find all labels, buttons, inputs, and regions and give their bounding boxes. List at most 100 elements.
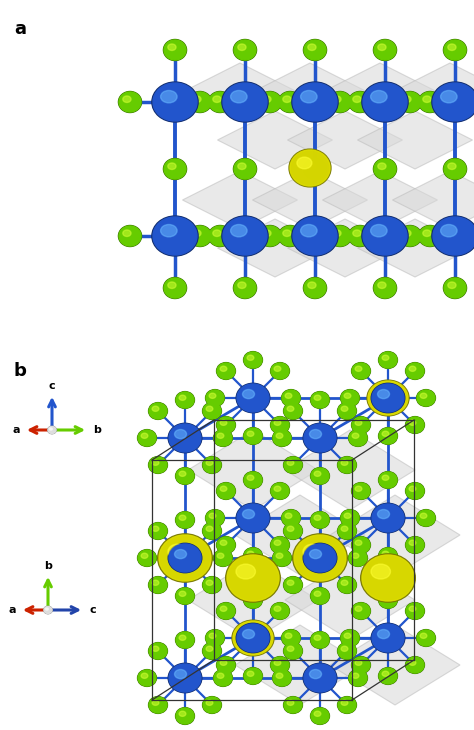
Ellipse shape xyxy=(352,657,370,673)
Ellipse shape xyxy=(244,352,263,369)
Ellipse shape xyxy=(271,602,290,619)
Ellipse shape xyxy=(285,513,292,518)
Ellipse shape xyxy=(285,633,292,638)
Ellipse shape xyxy=(314,711,321,716)
Ellipse shape xyxy=(362,555,414,601)
Ellipse shape xyxy=(148,696,167,713)
Ellipse shape xyxy=(371,91,387,103)
Ellipse shape xyxy=(444,159,466,179)
Ellipse shape xyxy=(148,403,167,420)
Ellipse shape xyxy=(362,216,408,256)
Ellipse shape xyxy=(337,696,356,713)
Ellipse shape xyxy=(271,483,289,499)
Ellipse shape xyxy=(164,159,186,179)
Ellipse shape xyxy=(152,646,159,651)
Ellipse shape xyxy=(271,483,290,499)
Ellipse shape xyxy=(433,217,474,255)
Ellipse shape xyxy=(148,456,167,473)
Ellipse shape xyxy=(444,40,466,60)
Ellipse shape xyxy=(217,417,236,434)
Ellipse shape xyxy=(348,91,372,112)
Ellipse shape xyxy=(372,384,404,412)
Polygon shape xyxy=(253,171,367,229)
Ellipse shape xyxy=(419,92,441,112)
Ellipse shape xyxy=(176,468,194,484)
Ellipse shape xyxy=(247,475,254,480)
Ellipse shape xyxy=(352,537,370,553)
Ellipse shape xyxy=(175,707,194,724)
Ellipse shape xyxy=(118,91,142,112)
Ellipse shape xyxy=(238,44,246,50)
Ellipse shape xyxy=(371,623,405,653)
Ellipse shape xyxy=(448,163,456,169)
Ellipse shape xyxy=(244,668,262,684)
Ellipse shape xyxy=(287,580,294,585)
Ellipse shape xyxy=(379,548,397,564)
Polygon shape xyxy=(322,171,438,229)
Ellipse shape xyxy=(448,44,456,50)
Ellipse shape xyxy=(209,393,216,399)
Ellipse shape xyxy=(423,230,431,237)
Ellipse shape xyxy=(223,217,267,255)
Ellipse shape xyxy=(363,83,407,121)
Ellipse shape xyxy=(152,526,159,531)
Ellipse shape xyxy=(152,580,159,585)
Ellipse shape xyxy=(222,82,268,122)
Ellipse shape xyxy=(314,635,321,640)
Ellipse shape xyxy=(382,475,389,480)
Ellipse shape xyxy=(189,91,211,112)
Ellipse shape xyxy=(406,417,424,433)
Ellipse shape xyxy=(148,577,167,593)
Ellipse shape xyxy=(276,433,283,438)
Ellipse shape xyxy=(220,660,227,665)
Ellipse shape xyxy=(368,381,408,415)
Ellipse shape xyxy=(297,157,312,169)
Ellipse shape xyxy=(379,668,397,684)
Ellipse shape xyxy=(152,700,159,705)
Ellipse shape xyxy=(444,158,466,180)
Ellipse shape xyxy=(220,540,227,545)
Ellipse shape xyxy=(293,83,337,121)
Ellipse shape xyxy=(179,515,186,520)
Ellipse shape xyxy=(378,44,386,50)
Ellipse shape xyxy=(217,657,235,673)
Ellipse shape xyxy=(310,429,321,439)
Ellipse shape xyxy=(118,226,142,247)
Ellipse shape xyxy=(282,510,301,526)
Ellipse shape xyxy=(234,278,256,298)
Ellipse shape xyxy=(341,526,348,531)
Ellipse shape xyxy=(432,82,474,122)
Ellipse shape xyxy=(206,646,213,651)
Ellipse shape xyxy=(282,390,301,407)
Polygon shape xyxy=(253,63,367,121)
Ellipse shape xyxy=(274,540,281,545)
Ellipse shape xyxy=(314,515,321,520)
Ellipse shape xyxy=(303,544,322,559)
Ellipse shape xyxy=(308,282,316,288)
Ellipse shape xyxy=(206,700,213,705)
Ellipse shape xyxy=(175,468,194,485)
Ellipse shape xyxy=(141,673,148,678)
Ellipse shape xyxy=(148,523,167,539)
Ellipse shape xyxy=(247,431,254,437)
Ellipse shape xyxy=(303,664,337,693)
Ellipse shape xyxy=(352,417,370,433)
Ellipse shape xyxy=(233,621,273,655)
Ellipse shape xyxy=(303,543,337,573)
Ellipse shape xyxy=(340,629,359,646)
Ellipse shape xyxy=(382,551,389,556)
Ellipse shape xyxy=(236,383,270,412)
Ellipse shape xyxy=(282,629,301,646)
Ellipse shape xyxy=(202,523,221,539)
Ellipse shape xyxy=(209,91,232,112)
Ellipse shape xyxy=(374,159,396,179)
Text: a: a xyxy=(8,605,16,615)
Ellipse shape xyxy=(361,554,415,602)
Ellipse shape xyxy=(282,390,300,406)
Ellipse shape xyxy=(371,383,405,412)
Polygon shape xyxy=(392,63,474,121)
Ellipse shape xyxy=(176,632,194,648)
Ellipse shape xyxy=(287,700,294,705)
Ellipse shape xyxy=(374,277,397,299)
Ellipse shape xyxy=(417,510,436,526)
